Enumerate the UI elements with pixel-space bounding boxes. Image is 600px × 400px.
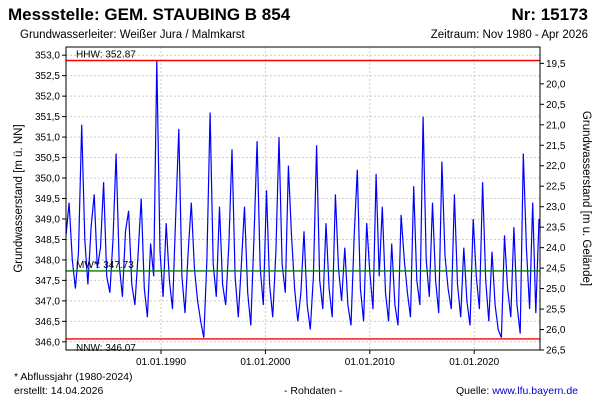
source-link[interactable]: www.lfu.bayern.de bbox=[492, 385, 578, 397]
y-right-tick-label: 21,5 bbox=[546, 141, 566, 152]
y-tick-label: 351,5 bbox=[35, 112, 60, 123]
rawdata-label: - Rohdaten - bbox=[284, 385, 343, 397]
mw-label: MW*: 347.73 bbox=[76, 260, 134, 271]
y-right-tick-label: 25,0 bbox=[546, 284, 566, 295]
station-title: Messstelle: GEM. STAUBING B 854 bbox=[8, 5, 291, 24]
groundwater-level-line bbox=[65, 60, 540, 338]
y-right-tick-label: 23,5 bbox=[546, 223, 566, 234]
y-tick-label: 347,0 bbox=[35, 296, 60, 307]
source-label: Quelle: bbox=[456, 385, 490, 397]
y-tick-label: 352,5 bbox=[35, 71, 60, 82]
y-right-tick-label: 22,0 bbox=[546, 161, 566, 172]
y-right-tick-label: 26,0 bbox=[546, 325, 566, 336]
station-number: Nr: 15173 bbox=[511, 5, 588, 24]
y-right-tick-label: 20,0 bbox=[546, 79, 566, 90]
footnote-abflussjahr: * Abflussjahr (1980-2024) bbox=[14, 371, 133, 383]
y-tick-label: 351,0 bbox=[35, 133, 60, 144]
y-tick-label: 346,5 bbox=[35, 317, 60, 328]
y-right-tick-label: 23,0 bbox=[546, 202, 566, 213]
plot-frame bbox=[65, 46, 541, 351]
nnw-label: NNW: 346.07 bbox=[76, 343, 136, 354]
y-tick-label: 347,5 bbox=[35, 276, 60, 287]
y-right-tick-label: 24,5 bbox=[546, 264, 566, 275]
y-tick-label: 350,5 bbox=[35, 153, 60, 164]
y-right-tick-label: 22,5 bbox=[546, 182, 566, 193]
y-right-tick-label: 19,5 bbox=[546, 59, 566, 70]
y-right-tick-label: 24,0 bbox=[546, 243, 566, 254]
y-tick-label: 348,0 bbox=[35, 255, 60, 266]
y-axis-title-left: Grundwasserstand [m ü. NN] bbox=[13, 124, 25, 272]
y-tick-label: 349,5 bbox=[35, 194, 60, 205]
aquifer-label: Grundwasserleiter: Weißer Jura / Malmkar… bbox=[20, 29, 245, 41]
y-right-tick-label: 21,0 bbox=[546, 120, 566, 131]
y-tick-label: 350,0 bbox=[35, 174, 60, 185]
x-tick-label: 01.01.2020 bbox=[449, 357, 499, 368]
y-tick-label: 353,0 bbox=[35, 51, 60, 62]
created-date: erstellt: 14.04.2026 bbox=[14, 385, 104, 397]
source-info: Quelle: www.lfu.bayern.de bbox=[456, 385, 578, 397]
period-label: Zeitraum: Nov 1980 - Apr 2026 bbox=[430, 29, 588, 41]
y-tick-label: 346,0 bbox=[35, 337, 60, 348]
x-tick-label: 01.01.2000 bbox=[240, 357, 290, 368]
y-right-tick-label: 26,5 bbox=[546, 346, 566, 357]
y-tick-label: 352,0 bbox=[35, 92, 60, 103]
y-right-tick-label: 20,5 bbox=[546, 100, 566, 111]
y-tick-label: 349,0 bbox=[35, 214, 60, 225]
y-right-tick-label: 25,5 bbox=[546, 305, 566, 316]
hhw-label: HHW: 352.87 bbox=[76, 50, 136, 61]
y-axis-title-right: Grundwasserstand [m u. Gelände] bbox=[580, 111, 592, 286]
x-tick-label: 01.01.2010 bbox=[345, 357, 395, 368]
x-tick-label: 01.01.1990 bbox=[136, 357, 186, 368]
y-tick-label: 348,5 bbox=[35, 235, 60, 246]
